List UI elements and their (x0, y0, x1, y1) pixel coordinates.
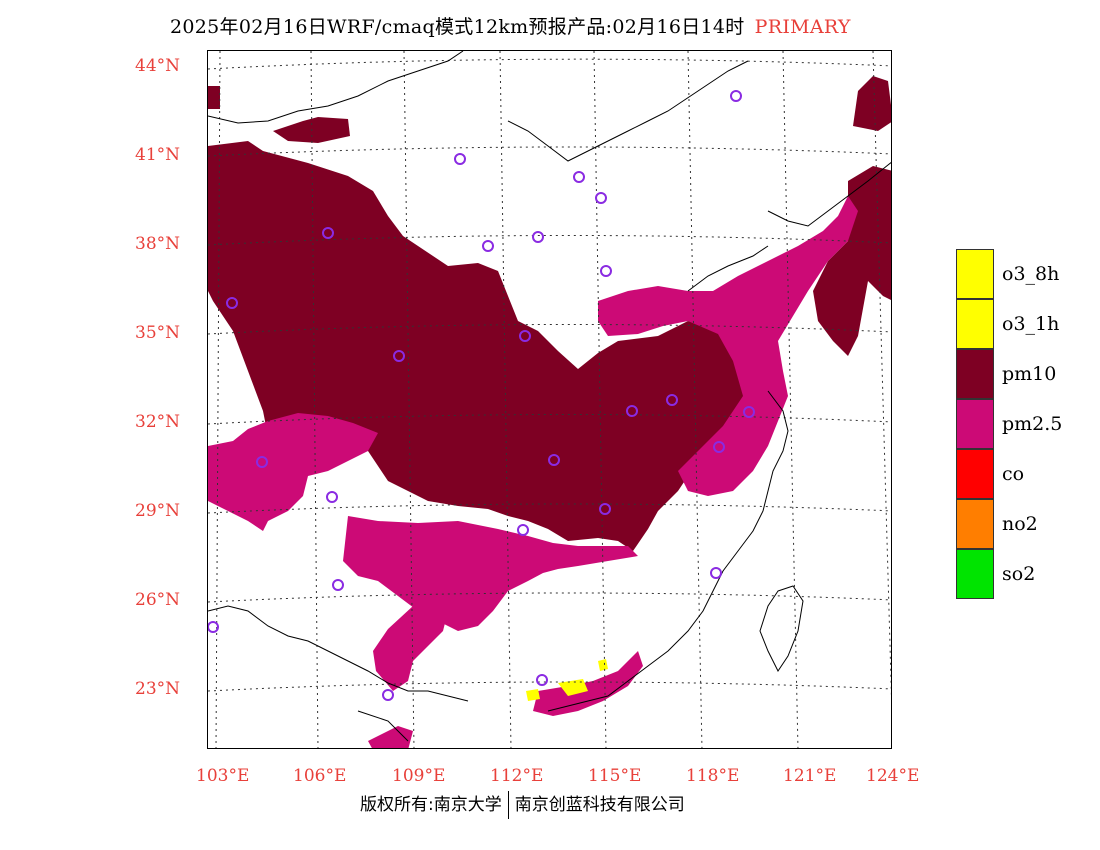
city-marker (226, 297, 238, 309)
city-marker (208, 621, 219, 633)
city-marker (710, 567, 722, 579)
copyright-company: 南京创蓝科技有限公司 (514, 795, 685, 815)
legend-label: pm2.5 (1002, 413, 1063, 435)
graticule (208, 51, 891, 748)
legend-swatch (956, 299, 994, 349)
legend-swatch (956, 399, 994, 449)
pm10-region (208, 141, 748, 551)
city-marker (600, 265, 612, 277)
legend-swatch (956, 549, 994, 599)
pm25-bottom-edge (368, 726, 413, 748)
city-marker (743, 406, 755, 418)
city-marker (666, 394, 678, 406)
boundaries (208, 51, 891, 742)
pm10-northeast-edge (853, 76, 891, 131)
lon-label-103: 103°E (196, 766, 250, 786)
city-marker (332, 579, 344, 591)
legend-label: co (1002, 463, 1025, 485)
copyright-owner: 版权所有:南京大学 (360, 795, 502, 815)
map-title: 2025年02月16日WRF/cmaq模式12km预报产品:02月16日14时 P… (170, 12, 851, 39)
city-marker (536, 674, 548, 686)
pm10-northeast-patch (813, 166, 891, 356)
city-marker (482, 240, 494, 252)
legend-swatch (956, 449, 994, 499)
lat-label-35: 35°N (135, 323, 181, 343)
city-marker (548, 454, 560, 466)
city-marker (382, 689, 394, 701)
copyright-footer: 版权所有:南京大学 南京创蓝科技有限公司 (360, 790, 685, 819)
pm25-south-region (343, 516, 638, 631)
city-marker (599, 503, 611, 515)
city-marker (256, 456, 268, 468)
map-svg (208, 51, 891, 748)
lat-label-44: 44°N (135, 56, 181, 76)
city-marker (573, 171, 585, 183)
lon-label-118: 118°E (686, 766, 740, 786)
city-marker (595, 192, 607, 204)
city-marker (713, 441, 725, 453)
city-marker (730, 90, 742, 102)
legend-label: o3_8h (1002, 263, 1060, 285)
lon-label-115: 115°E (588, 766, 642, 786)
lat-label-29: 29°N (135, 501, 181, 521)
city-marker (322, 227, 334, 239)
pm25-coastal-south (533, 651, 643, 716)
city-marker (532, 231, 544, 243)
lat-label-41: 41°N (135, 145, 181, 165)
lon-label-112: 112°E (490, 766, 544, 786)
lat-label-23: 23°N (135, 679, 181, 699)
pm25-southwest-spread (373, 606, 448, 691)
legend-swatch (956, 249, 994, 299)
lat-label-32: 32°N (135, 412, 181, 432)
pm25-west-region (208, 413, 378, 531)
forecast-map (207, 50, 892, 749)
city-marker (326, 491, 338, 503)
legend-swatch (956, 499, 994, 549)
title-text: 2025年02月16日WRF/cmaq模式12km预报产品:02月16日14时 (170, 16, 745, 38)
legend-swatch (956, 349, 994, 399)
lon-label-124: 124°E (866, 766, 920, 786)
pm10-corner-patch (208, 86, 220, 109)
lon-label-109: 109°E (392, 766, 446, 786)
city-marker (517, 524, 529, 536)
lat-label-38: 38°N (135, 234, 181, 254)
legend-label: o3_1h (1002, 313, 1060, 335)
legend-label: pm10 (1002, 363, 1057, 385)
o3-patch (526, 659, 608, 701)
copyright-divider (507, 791, 509, 819)
lon-label-106: 106°E (293, 766, 347, 786)
city-markers (208, 90, 755, 701)
city-marker (393, 350, 405, 362)
legend-label: so2 (1002, 563, 1036, 585)
legend-label: no2 (1002, 513, 1038, 535)
title-tag: PRIMARY (754, 16, 851, 38)
city-marker (519, 330, 531, 342)
city-marker (626, 405, 638, 417)
city-marker (454, 153, 466, 165)
lat-label-26: 26°N (135, 590, 181, 610)
lon-label-121: 121°E (783, 766, 837, 786)
pm25-east-region (598, 196, 858, 496)
